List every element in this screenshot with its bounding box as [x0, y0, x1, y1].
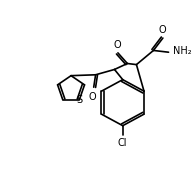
Text: O: O [113, 40, 121, 50]
Text: NH₂: NH₂ [173, 46, 192, 56]
Text: Cl: Cl [118, 138, 128, 148]
Text: O: O [89, 92, 97, 102]
Text: S: S [76, 95, 82, 105]
Text: O: O [158, 25, 166, 35]
